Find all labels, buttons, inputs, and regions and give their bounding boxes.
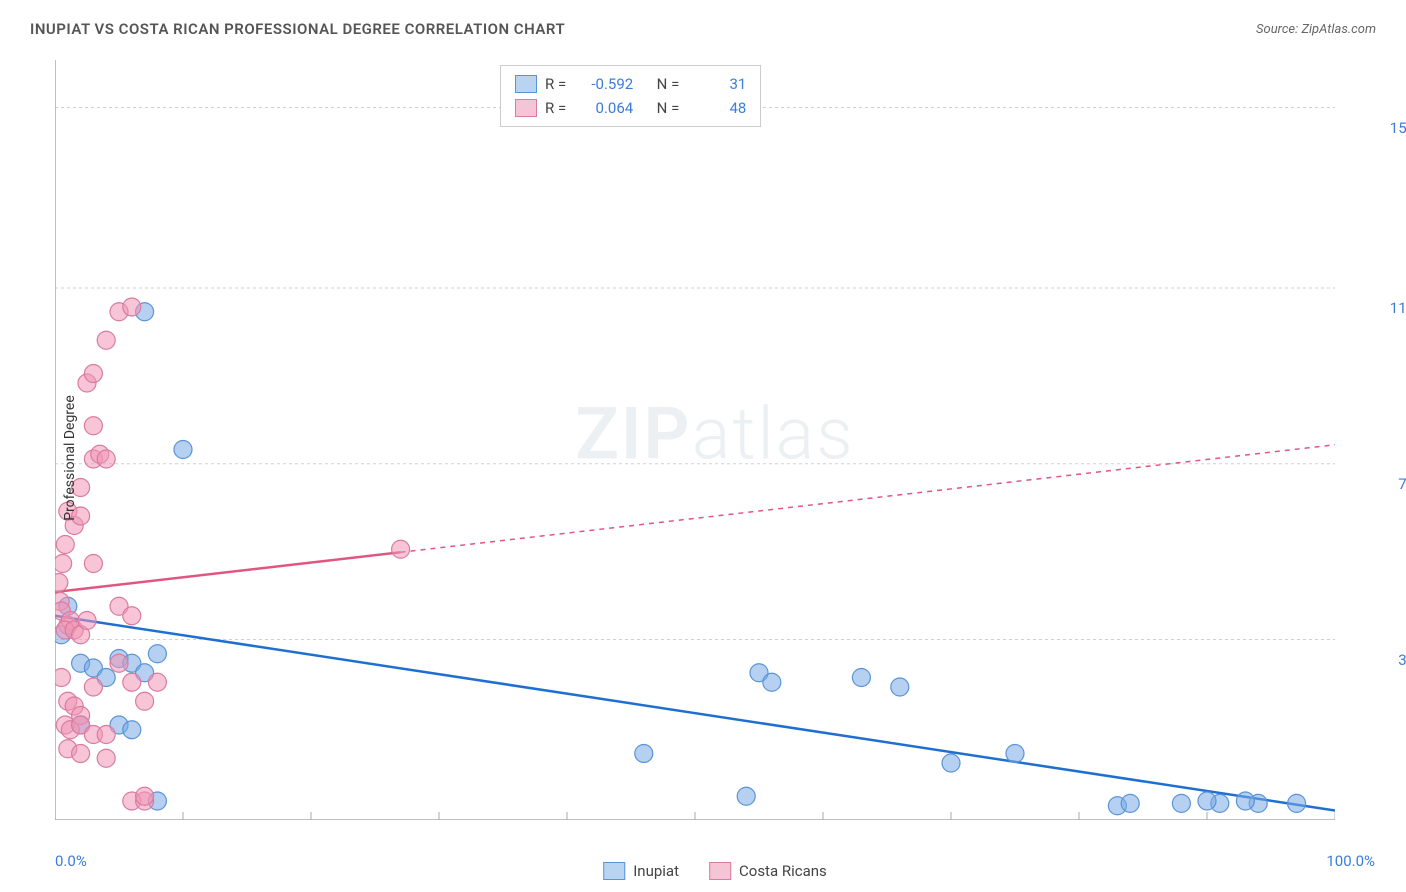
series-legend: Inupiat Costa Ricans <box>603 862 827 880</box>
stats-row-2: R = 0.064 N = 48 <box>515 96 746 120</box>
x-min-label: 0.0% <box>55 852 87 870</box>
legend-item-1: Inupiat <box>603 862 679 880</box>
y-tick-label: 15.0% <box>1390 119 1406 137</box>
swatch-series2 <box>515 99 537 117</box>
swatch-series2-icon <box>709 862 731 880</box>
y-tick-label: 3.8% <box>1398 651 1406 669</box>
stats-row-1: R = -0.592 N = 31 <box>515 72 746 96</box>
stats-legend: R = -0.592 N = 31 R = 0.064 N = 48 <box>500 65 761 127</box>
swatch-series1-icon <box>603 862 625 880</box>
legend-label-2: Costa Ricans <box>739 862 827 880</box>
swatch-series1 <box>515 75 537 93</box>
scatter-chart <box>55 60 1335 820</box>
y-tick-label: 7.5% <box>1398 475 1406 493</box>
legend-label-1: Inupiat <box>633 862 679 880</box>
chart-title: INUPIAT VS COSTA RICAN PROFESSIONAL DEGR… <box>30 20 565 38</box>
y-axis-label: Professional Degree <box>62 395 78 521</box>
source-label: Source: ZipAtlas.com <box>1256 22 1376 37</box>
x-max-label: 100.0% <box>1326 852 1375 870</box>
chart-area: Professional Degree ZIPatlas R = -0.592 … <box>55 60 1375 840</box>
legend-item-2: Costa Ricans <box>709 862 827 880</box>
y-tick-label: 11.2% <box>1390 299 1406 317</box>
